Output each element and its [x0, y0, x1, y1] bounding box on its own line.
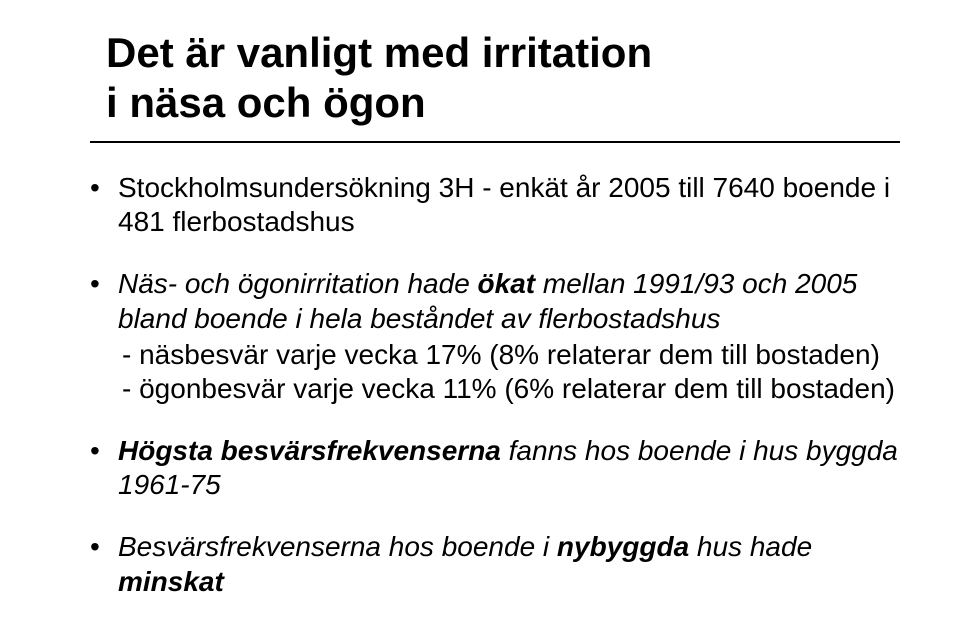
bullet-4: Besvärsfrekvenserna hos boende i nybyggd… [90, 530, 900, 598]
bullet-2-lead-a: Näs- och ögonirritation hade [118, 268, 478, 299]
bullet-4-a: Besvärsfrekvenserna hos boende i [118, 531, 557, 562]
bullet-2-sub-2: - ögonbesvär varje vecka 11% (6% relater… [118, 372, 900, 406]
bullet-3: Högsta besvärsfrekvenserna fanns hos boe… [90, 434, 900, 502]
bullet-2-sublist: - näsbesvär varje vecka 17% (8% relatera… [118, 338, 900, 406]
bullet-1: Stockholmsundersökning 3H - enkät år 200… [90, 171, 900, 239]
bullet-4-c: hus hade [689, 531, 812, 562]
bullet-list: Stockholmsundersökning 3H - enkät år 200… [90, 171, 900, 599]
bullet-2-emph: ökat [478, 268, 536, 299]
slide-title: Det är vanligt med irritation i näsa och… [106, 28, 900, 127]
title-underline [90, 141, 900, 143]
slide-container: Det är vanligt med irritation i näsa och… [0, 0, 960, 632]
bullet-3-emph: Högsta besvärsfrekvenserna [118, 435, 501, 466]
title-line-1: Det är vanligt med irritation [106, 29, 652, 76]
bullet-2: Näs- och ögonirritation hade ökat mellan… [90, 267, 900, 406]
bullet-4-b: nybyggda [557, 531, 689, 562]
bullet-1-text: Stockholmsundersökning 3H - enkät år 200… [118, 172, 890, 237]
bullet-4-d: minskat [118, 566, 224, 597]
bullet-2-sub-1: - näsbesvär varje vecka 17% (8% relatera… [118, 338, 900, 372]
title-line-2: i näsa och ögon [106, 79, 426, 126]
